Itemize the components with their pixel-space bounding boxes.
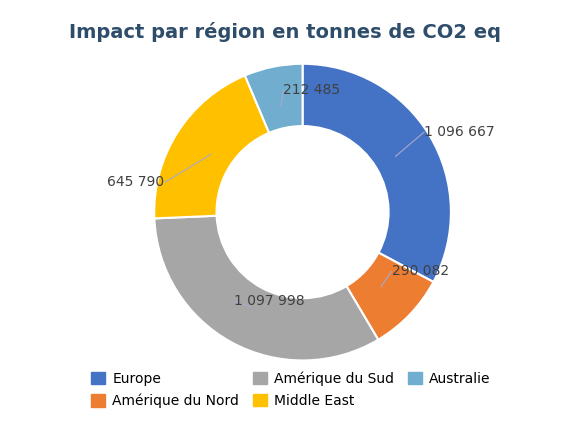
Legend: Europe, Amérique du Nord, Amérique du Sud, Middle East, Australie: Europe, Amérique du Nord, Amérique du Su… [86, 366, 495, 414]
Wedge shape [154, 216, 378, 360]
Text: 212 485: 212 485 [283, 84, 340, 97]
Wedge shape [245, 64, 303, 133]
Text: 645 790: 645 790 [108, 175, 165, 190]
Text: 1 097 998: 1 097 998 [234, 294, 305, 308]
Wedge shape [154, 76, 269, 218]
Text: 290 082: 290 082 [392, 264, 449, 279]
Wedge shape [303, 64, 451, 282]
Wedge shape [347, 253, 433, 340]
Text: 1 096 667: 1 096 667 [424, 125, 495, 139]
Text: Impact par région en tonnes de CO2 eq: Impact par région en tonnes de CO2 eq [69, 22, 501, 42]
